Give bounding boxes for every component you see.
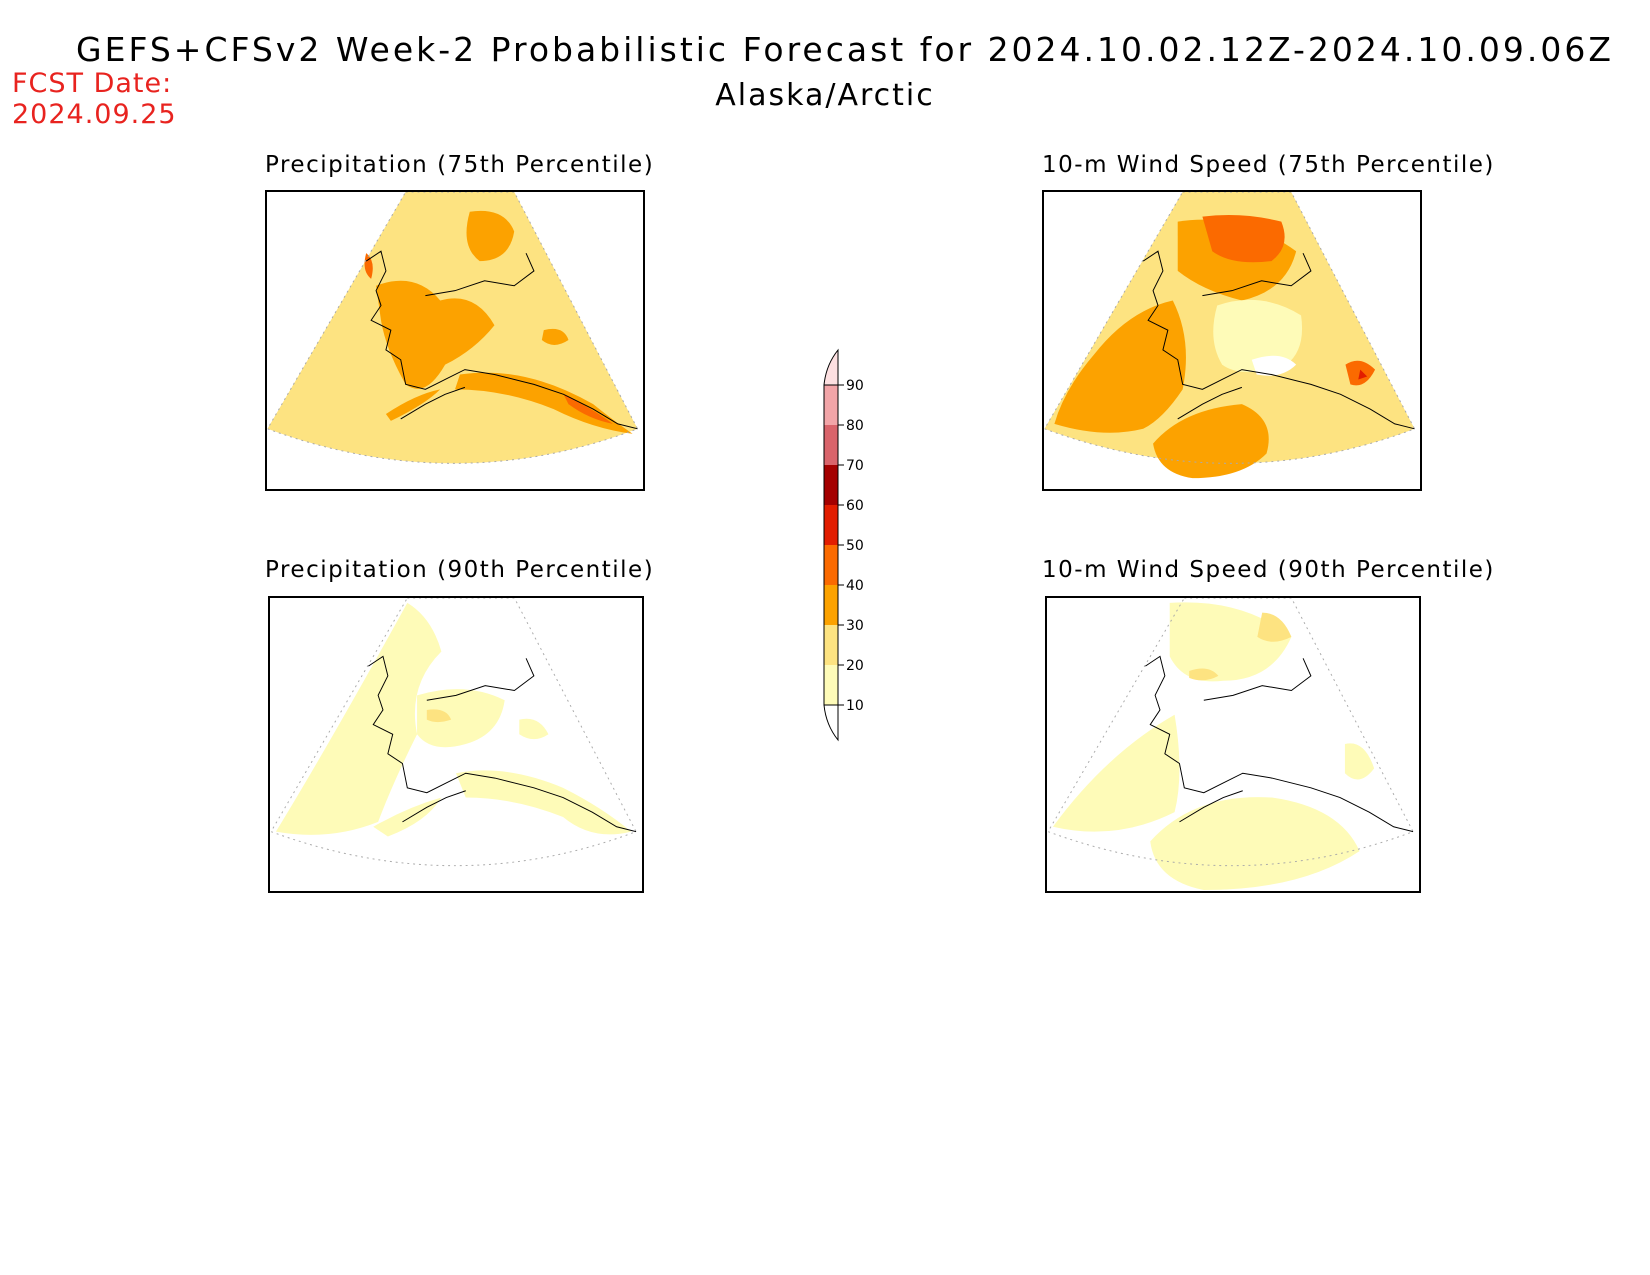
- colorbar-bottom-cap: [823, 704, 839, 742]
- panel-title-wind-90: 10-m Wind Speed (90th Percentile): [1042, 557, 1495, 583]
- colorbar-segment: [824, 505, 838, 545]
- coastline: [365, 250, 638, 430]
- colorbar-segment: [824, 385, 838, 425]
- map-panel-wind-75: [1042, 190, 1422, 491]
- panel-title-precip-75: Precipitation (75th Percentile): [265, 152, 655, 178]
- coastline: [1142, 250, 1415, 430]
- map-precip-90: [270, 598, 637, 867]
- colorbar-tick-label: 90: [846, 378, 864, 394]
- map-precip-75: [267, 192, 639, 464]
- colorbar-tick-label: 10: [846, 698, 864, 714]
- map-panel-wind-90: [1045, 596, 1421, 893]
- colorbar-segment: [824, 425, 838, 465]
- colorbar-tick-label: 70: [846, 458, 864, 474]
- colorbar-tick-label: 30: [846, 618, 864, 634]
- colorbar-segment: [824, 545, 838, 585]
- map-panel-precip-75: [265, 190, 645, 491]
- forecast-date-label: FCST Date:: [12, 68, 173, 99]
- colorbar-top-cap: [823, 348, 839, 386]
- colorbar-tick-label: 80: [846, 418, 864, 434]
- map-wind-75: [1044, 192, 1416, 479]
- colorbar-svg: 10 20 30 40 50 60 70 80 90: [823, 348, 864, 742]
- map-panel-precip-90: [268, 596, 644, 893]
- panel-title-precip-90: Precipitation (90th Percentile): [265, 557, 655, 583]
- colorbar-segment: [824, 665, 838, 705]
- forecast-date-block: FCST Date: 2024.09.25: [12, 68, 177, 130]
- colorbar-tick-label: 40: [846, 578, 864, 594]
- colorbar-segment: [824, 585, 838, 625]
- map-wind-90: [1047, 598, 1414, 891]
- colorbar-tick-label: 60: [846, 498, 864, 514]
- colorbar-tick-label: 20: [846, 658, 864, 674]
- colorbar: 10 20 30 40 50 60 70 80 90: [820, 335, 900, 745]
- main-title: GEFS+CFSv2 Week-2 Probabilistic Forecast…: [76, 30, 1614, 69]
- colorbar-tick-label: 50: [846, 538, 864, 554]
- colorbar-segment: [824, 465, 838, 505]
- coastline: [368, 655, 637, 833]
- forecast-date-value: 2024.09.25: [12, 99, 177, 130]
- colorbar-segment: [824, 625, 838, 665]
- region-subtitle: Alaska/Arctic: [715, 78, 935, 113]
- coastline: [1145, 655, 1414, 833]
- panel-title-wind-75: 10-m Wind Speed (75th Percentile): [1042, 152, 1495, 178]
